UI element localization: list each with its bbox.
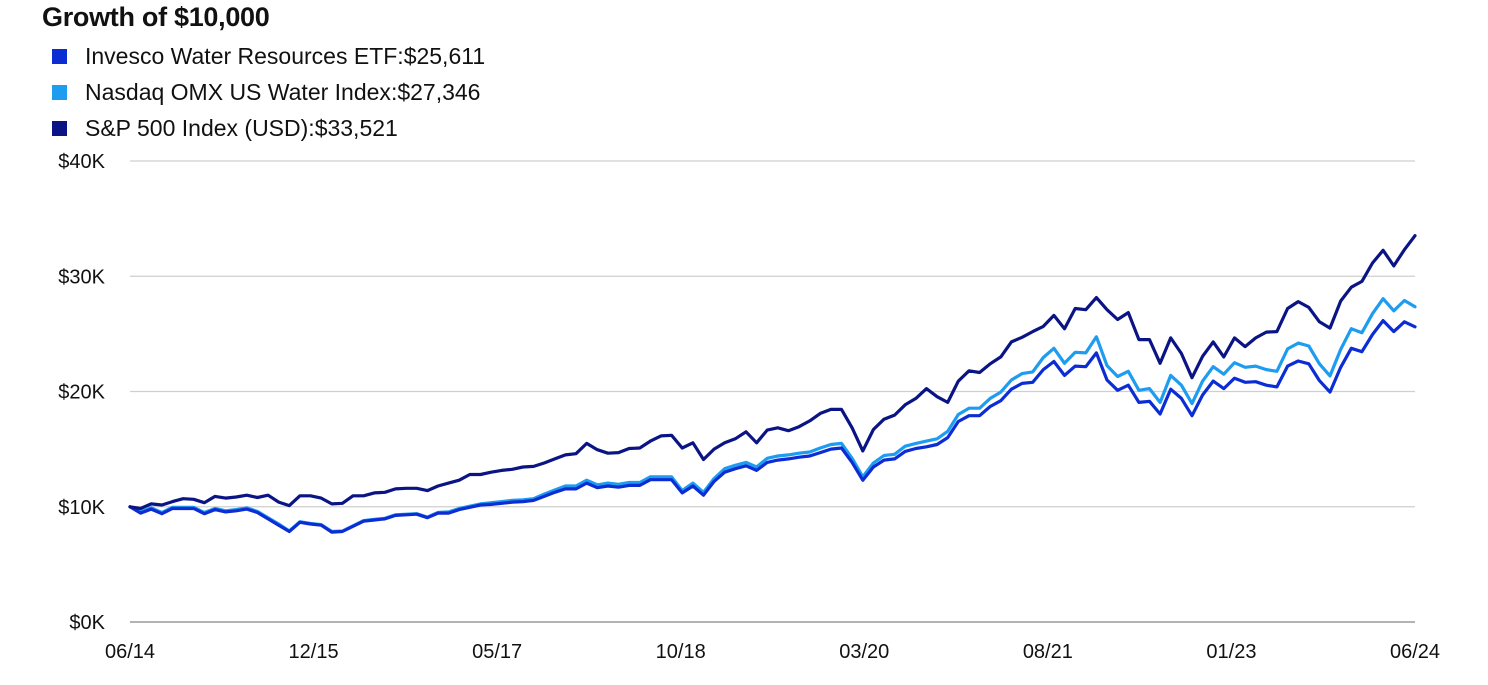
legend-label-index: Nasdaq OMX US Water Index (85, 78, 391, 105)
legend-swatch-sp500 (52, 120, 67, 136)
legend-sep-etf: : (397, 42, 404, 69)
legend-label-sp500: S&P 500 Index (USD) (85, 114, 309, 141)
chart-legend: Invesco Water Resources ETF: $25,611 Nas… (52, 38, 485, 146)
series-water-index-line (128, 297, 1417, 534)
legend-sep-index: : (390, 78, 398, 105)
legend-swatch-etf (52, 48, 67, 64)
legend-item-sp500: S&P 500 Index (USD): $33,521 (52, 110, 485, 146)
legend-value-etf: $25,611 (403, 42, 486, 69)
x-tick-label: 12/15 (289, 641, 339, 663)
y-tick-label: $30K (58, 266, 105, 288)
y-tick-label: $40K (58, 151, 105, 173)
legend-item-index: Nasdaq OMX US Water Index: $27,346 (52, 74, 485, 110)
chart-title: Growth of $10,000 (42, 2, 270, 32)
x-tick-label: 06/24 (1390, 641, 1440, 663)
x-tick-label: 10/18 (656, 641, 706, 663)
legend-label-etf: Invesco Water Resources ETF (85, 42, 398, 69)
legend-value-index: $27,346 (397, 78, 481, 105)
y-tick-label: $0K (69, 612, 105, 634)
legend-sep-sp500: : (308, 114, 315, 141)
legend-item-etf: Invesco Water Resources ETF: $25,611 (52, 38, 485, 74)
legend-value-sp500: $33,521 (314, 114, 398, 141)
series-sp500-line (128, 234, 1417, 511)
legend-swatch-index (52, 84, 67, 100)
x-tick-label: 01/23 (1206, 641, 1256, 663)
x-tick-label: 05/17 (472, 641, 522, 663)
y-tick-label: $20K (58, 382, 105, 404)
series-etf-line (128, 319, 1417, 534)
x-tick-label: 08/21 (1023, 641, 1073, 663)
x-tick-label: 06/14 (105, 641, 155, 663)
x-tick-label: 03/20 (839, 641, 889, 663)
y-tick-label: $10K (58, 497, 105, 519)
